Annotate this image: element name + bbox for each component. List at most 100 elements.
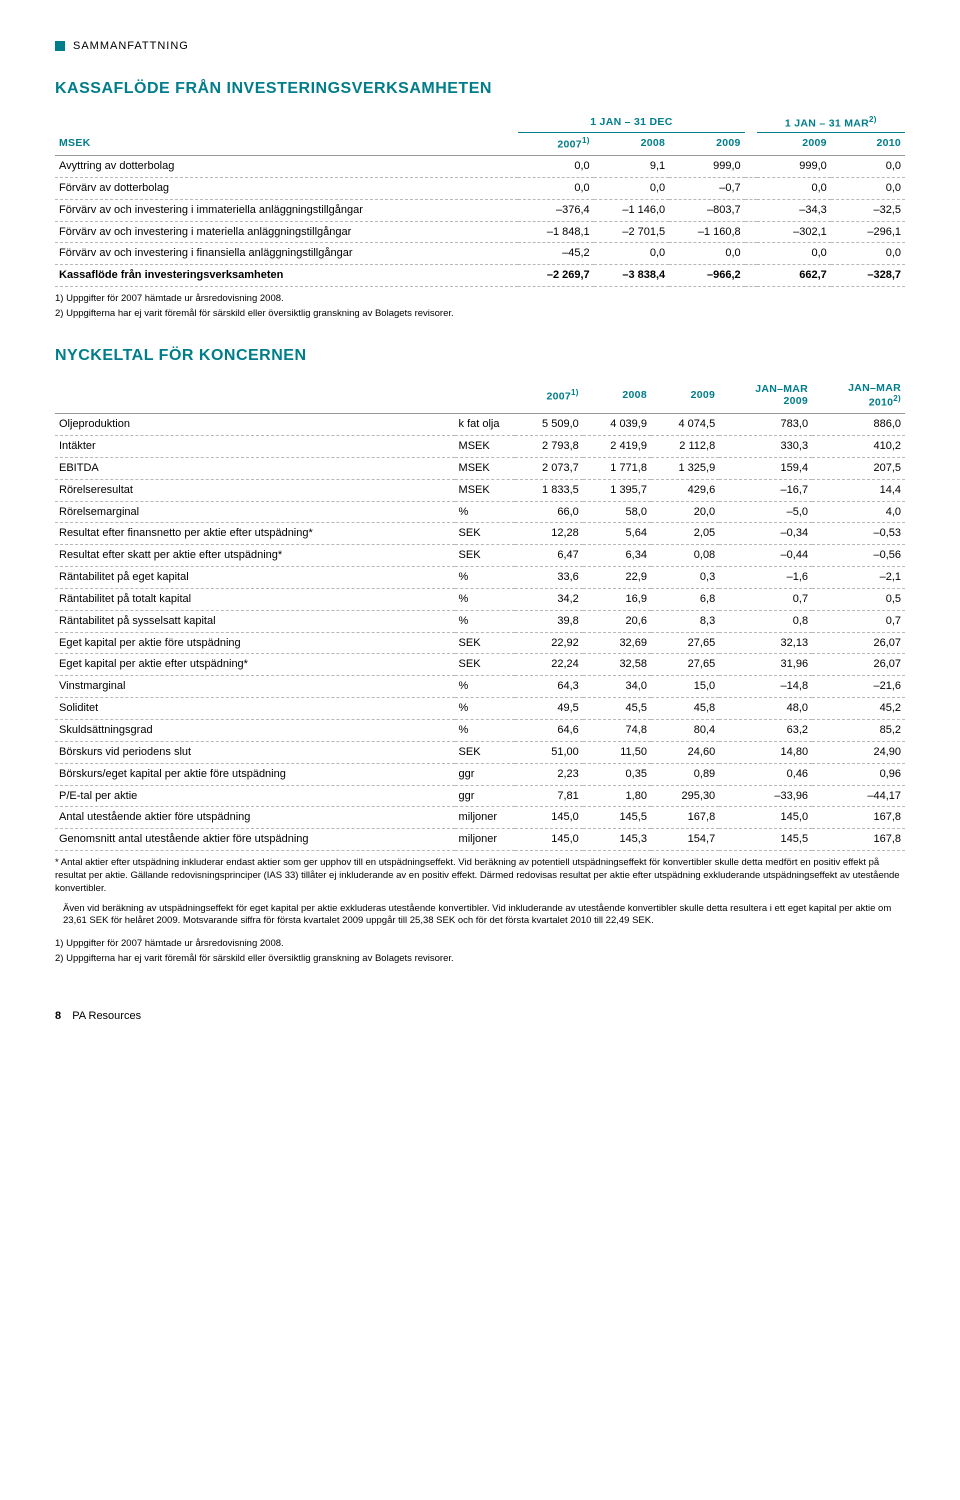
row-unit: % xyxy=(455,610,515,632)
cashflow-table: 1 JAN – 31 DEC 1 JAN – 31 MAR2) MSEK 200… xyxy=(55,112,905,287)
row-value: –1 848,1 xyxy=(518,221,593,243)
row-value: 2,23 xyxy=(515,763,583,785)
section1-footnotes: 1) Uppgifter för 2007 hämtade ur årsredo… xyxy=(55,293,905,321)
row-value: –803,7 xyxy=(669,199,744,221)
row-label: Rörelseresultat xyxy=(55,479,455,501)
row-label: Genomsnitt antal utestående aktier före … xyxy=(55,829,455,851)
row-value: 167,8 xyxy=(812,829,905,851)
row-value: 207,5 xyxy=(812,457,905,479)
row-unit: % xyxy=(455,567,515,589)
row-label: Skuldsättningsgrad xyxy=(55,720,455,742)
tag-label: SAMMANFATTNING xyxy=(73,40,189,52)
row-value: 0,0 xyxy=(594,243,669,265)
row-unit: SEK xyxy=(455,654,515,676)
section2-starnotes: * Antal aktier efter utspädning inkluder… xyxy=(55,857,905,928)
row-value: 11,50 xyxy=(583,741,651,763)
row-value: 0,7 xyxy=(719,588,812,610)
s2-col-2008: 2008 xyxy=(583,379,651,414)
table-row: Eget kapital per aktie efter utspädning*… xyxy=(55,654,905,676)
row-value: 4 039,9 xyxy=(583,414,651,436)
msek-label: MSEK xyxy=(55,132,518,156)
row-label: Avyttring av dotterbolag xyxy=(55,156,518,178)
row-unit: % xyxy=(455,720,515,742)
row-value: –1 146,0 xyxy=(594,199,669,221)
row-value: –45,2 xyxy=(518,243,593,265)
table-row: Resultat efter skatt per aktie efter uts… xyxy=(55,545,905,567)
row-value: 1 833,5 xyxy=(515,479,583,501)
row-unit: SEK xyxy=(455,523,515,545)
row-label: Soliditet xyxy=(55,698,455,720)
row-value: 12,28 xyxy=(515,523,583,545)
row-value: 145,0 xyxy=(719,807,812,829)
row-unit: k fat olja xyxy=(455,414,515,436)
row-value: –1,6 xyxy=(719,567,812,589)
row-label: Förvärv av och investering i finansiella… xyxy=(55,243,518,265)
row-value: 6,8 xyxy=(651,588,719,610)
row-unit: SEK xyxy=(455,741,515,763)
row-value: 5,64 xyxy=(583,523,651,545)
table-row: Förvärv av dotterbolag0,00,0–0,70,00,0 xyxy=(55,177,905,199)
row-value: 22,24 xyxy=(515,654,583,676)
row-value: 1 325,9 xyxy=(651,457,719,479)
row-label: Rörelsemarginal xyxy=(55,501,455,523)
row-value: 15,0 xyxy=(651,676,719,698)
row-value: 0,89 xyxy=(651,763,719,785)
row-value: 0,0 xyxy=(594,177,669,199)
s2-col-jm2010: JAN–MAR20102) xyxy=(812,379,905,414)
row-value: 783,0 xyxy=(719,414,812,436)
row-value: 0,5 xyxy=(812,588,905,610)
row-value: 145,3 xyxy=(583,829,651,851)
section1-title: KASSAFLÖDE FRÅN INVESTERINGSVERKSAMHETEN xyxy=(55,80,905,98)
row-value: 0,7 xyxy=(812,610,905,632)
row-unit: % xyxy=(455,698,515,720)
s2-col-jm2009: JAN–MAR2009 xyxy=(719,379,812,414)
row-value: 24,60 xyxy=(651,741,719,763)
row-value: 64,3 xyxy=(515,676,583,698)
row-value: –296,1 xyxy=(831,221,905,243)
row-value: –14,8 xyxy=(719,676,812,698)
s1-fn2: 2) Uppgifterna har ej varit föremål för … xyxy=(55,308,905,321)
row-value: 7,81 xyxy=(515,785,583,807)
row-value: 85,2 xyxy=(812,720,905,742)
table-row: Rörelsemarginal%66,058,020,0–5,04,0 xyxy=(55,501,905,523)
row-value: 145,5 xyxy=(719,829,812,851)
col-2009b: 2009 xyxy=(757,132,831,156)
row-value: 154,7 xyxy=(651,829,719,851)
s1-total-v2: –966,2 xyxy=(669,265,744,287)
row-value: 0,3 xyxy=(651,567,719,589)
row-value: –34,3 xyxy=(757,199,831,221)
table-row: Oljeproduktionk fat olja5 509,04 039,94 … xyxy=(55,414,905,436)
col-2007: 20071) xyxy=(518,132,593,156)
keyratio-table: 20071) 2008 2009 JAN–MAR2009 JAN–MAR2010… xyxy=(55,379,905,851)
row-value: 0,0 xyxy=(831,156,905,178)
s1-fn1: 1) Uppgifter för 2007 hämtade ur årsredo… xyxy=(55,293,905,306)
row-value: 51,00 xyxy=(515,741,583,763)
page-footer: 8 PA Resources xyxy=(55,1010,905,1022)
table-row: Räntabilitet på totalt kapital%34,216,96… xyxy=(55,588,905,610)
s1-total-v3: 662,7 xyxy=(757,265,831,287)
row-value: 27,65 xyxy=(651,632,719,654)
row-value: 14,4 xyxy=(812,479,905,501)
col-2010: 2010 xyxy=(831,132,905,156)
row-value: 6,34 xyxy=(583,545,651,567)
row-value: 0,0 xyxy=(518,177,593,199)
row-value: –2,1 xyxy=(812,567,905,589)
row-value: 429,6 xyxy=(651,479,719,501)
table-row: Räntabilitet på sysselsatt kapital%39,82… xyxy=(55,610,905,632)
s2-star1: * Antal aktier efter utspädning inkluder… xyxy=(55,857,905,895)
col-2008: 2008 xyxy=(594,132,669,156)
table-row: Förvärv av och investering i finansiella… xyxy=(55,243,905,265)
row-label: Antal utestående aktier före utspädning xyxy=(55,807,455,829)
row-value: –0,53 xyxy=(812,523,905,545)
row-value: 32,69 xyxy=(583,632,651,654)
row-label: Förvärv av dotterbolag xyxy=(55,177,518,199)
period-right: 1 JAN – 31 MAR2) xyxy=(757,112,905,132)
row-unit: % xyxy=(455,588,515,610)
row-value: 0,46 xyxy=(719,763,812,785)
row-value: –376,4 xyxy=(518,199,593,221)
row-value: 0,0 xyxy=(831,177,905,199)
row-value: 330,3 xyxy=(719,436,812,458)
section2-footnotes: 1) Uppgifter för 2007 hämtade ur årsredo… xyxy=(55,938,905,966)
row-label: Förvärv av och investering i materiella … xyxy=(55,221,518,243)
row-label: Förvärv av och investering i immateriell… xyxy=(55,199,518,221)
